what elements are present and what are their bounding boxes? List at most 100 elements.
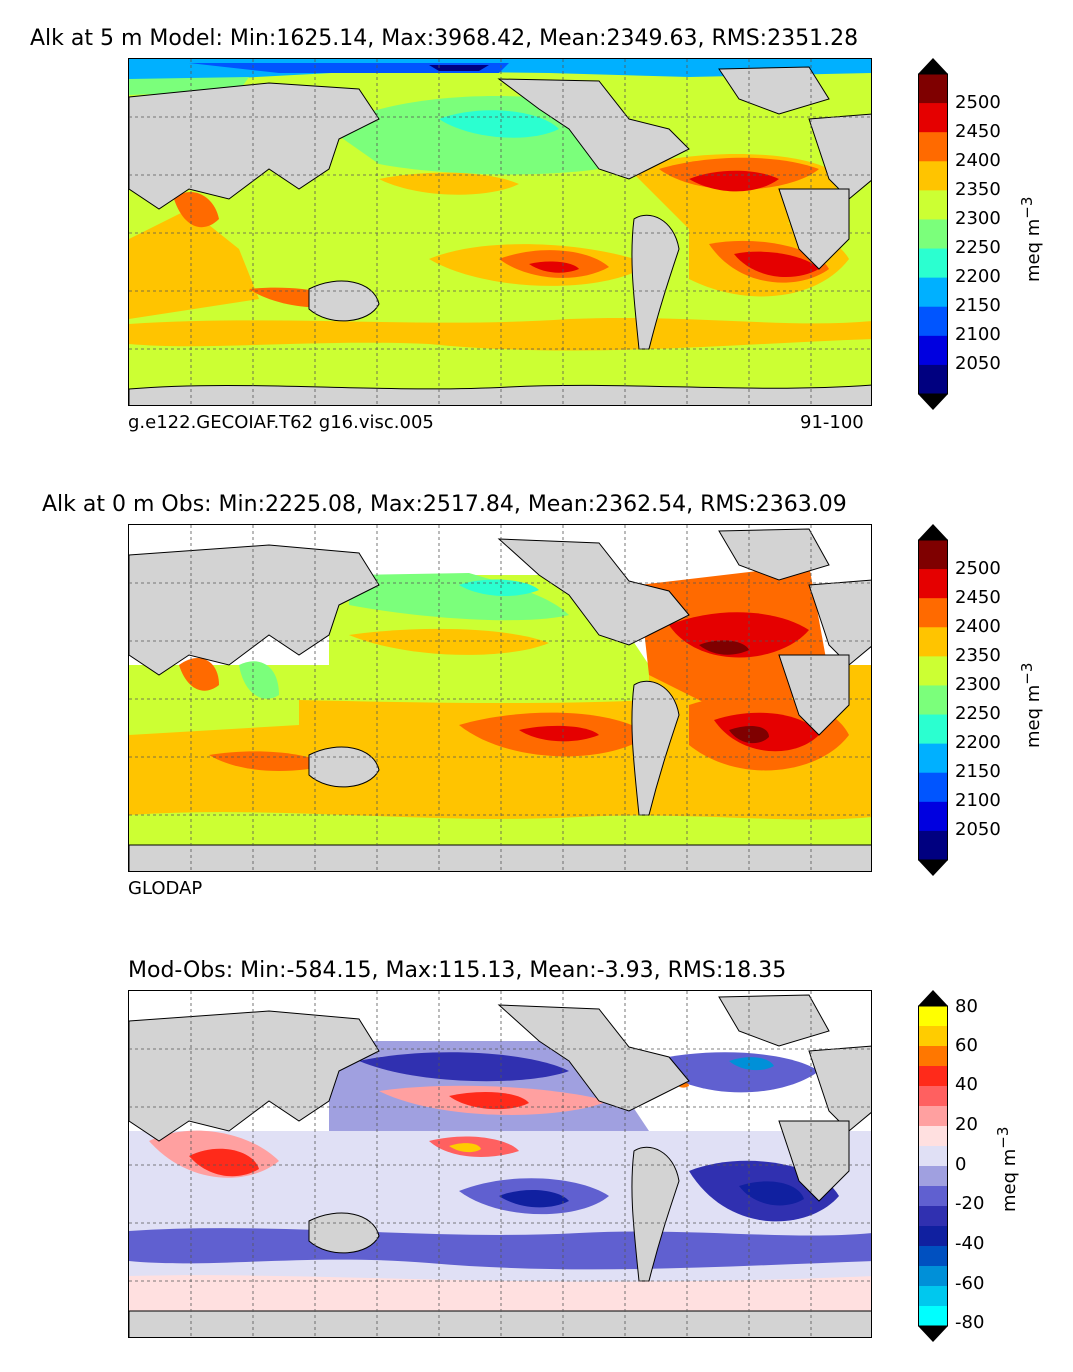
south-atlantic-max: [734, 251, 819, 277]
colorbar-outline: [918, 73, 948, 395]
colorbar-segment: [918, 1206, 948, 1227]
north-pacific-red-diff: [449, 1091, 529, 1110]
colorbar-segment: [918, 627, 948, 657]
colorbar-outline: [918, 1005, 948, 1327]
panel3-map[interactable]: [128, 990, 872, 1338]
colorbar-segment: [918, 190, 948, 220]
north-atlantic-diff: [649, 1052, 819, 1093]
colorbar-segment: [918, 1246, 948, 1267]
panel1-map[interactable]: [128, 58, 872, 406]
south-atlantic-max-obs: [729, 725, 769, 744]
panel3-colorbar: [918, 990, 948, 1342]
colorbar-segment: [918, 772, 948, 803]
colorbar-segment: [918, 1106, 948, 1127]
panel2-tick-2050: 2050: [955, 819, 1001, 840]
panel1-caption-left: g.e122.GECOIAF.T62 g16.visc.005: [128, 412, 434, 433]
colorbar-segment: [918, 714, 948, 745]
panel2-caption-left: GLODAP: [128, 878, 203, 899]
southern-pink-diff: [129, 1275, 871, 1311]
colorbar-segment: [918, 103, 948, 133]
map-grid-obs: [129, 525, 871, 871]
north-atlantic-max-obs: [699, 640, 749, 655]
land-masses: [129, 66, 871, 405]
map-grid: [129, 59, 871, 405]
panel1-tick-2200: 2200: [955, 266, 1001, 287]
panel2-tick-2450: 2450: [955, 587, 1001, 608]
panel2-tick-2300: 2300: [955, 674, 1001, 695]
arctic-band-inner: [189, 63, 509, 73]
panel3-tick-20: 20: [955, 1114, 978, 1135]
panel3-tick-neg40: -40: [955, 1233, 985, 1254]
equatorial-green-obs: [299, 665, 649, 704]
panel2-unit-label: meq m−3: [1018, 662, 1044, 748]
panel1-map-svg: [129, 59, 871, 405]
north-pacific-green-obs: [349, 573, 569, 621]
panel2-colorbar: [918, 524, 948, 876]
colorbar-segment: [918, 1086, 948, 1107]
colorbar-segment: [918, 161, 948, 191]
colorbar-segment: [918, 1146, 948, 1167]
colorbar-segment: [918, 277, 948, 308]
panel3-tick-40: 40: [955, 1074, 978, 1095]
north-pacific-band: [379, 172, 519, 195]
panel3-tick-0: 0: [955, 1154, 967, 1175]
south-pacific-max: [529, 261, 579, 273]
colorbar-segment: [918, 656, 948, 686]
panel1-tick-2500: 2500: [955, 92, 1001, 113]
colorbar-segment: [918, 1006, 948, 1027]
north-pacific-blue-diff: [359, 1052, 569, 1082]
colorbar-segment: [918, 1026, 948, 1047]
arabian-sea-obs: [179, 657, 219, 691]
panel1-title: Alk at 5 m Model: Min:1625.14, Max:3968.…: [30, 26, 859, 51]
panel2-tick-2400: 2400: [955, 616, 1001, 637]
colorbar-segment: [918, 801, 948, 832]
colorbar-segment: [918, 1126, 948, 1147]
colorbar-segment: [918, 569, 948, 599]
north-pacific-teal-obs: [459, 579, 539, 597]
panel3-unit-label: meq m−3: [994, 1126, 1020, 1212]
colorbar-outline: [918, 539, 948, 861]
colorbar-segment: [918, 1186, 948, 1207]
bay-of-bengal-obs: [239, 661, 279, 699]
panel2-tick-2250: 2250: [955, 703, 1001, 724]
colorbar-segment: [918, 743, 948, 774]
panel1-tick-2100: 2100: [955, 324, 1001, 345]
south-pacific-core-diff: [499, 1189, 569, 1208]
colorbar-segment: [918, 1286, 948, 1307]
southern-band: [129, 317, 871, 351]
panel3-tick-neg60: -60: [955, 1273, 985, 1294]
panel1-tick-2350: 2350: [955, 179, 1001, 200]
north-pacific-band-obs: [349, 628, 549, 655]
panel1-tick-2450: 2450: [955, 121, 1001, 142]
colorbar-segment: [918, 132, 948, 162]
colorbar-segment: [918, 335, 948, 366]
panel2-map[interactable]: [128, 524, 872, 872]
panel1-colorbar: [918, 58, 948, 410]
colorbar-segment: [918, 74, 948, 104]
colorbar-extend-min: [918, 1326, 948, 1342]
north-atlantic-max: [689, 170, 779, 192]
panel3-tick-80: 80: [955, 996, 978, 1017]
colorbar-extend-max: [918, 58, 948, 74]
panel2-tick-2200: 2200: [955, 732, 1001, 753]
colorbar-segment: [918, 685, 948, 716]
colorbar-extend-min: [918, 860, 948, 876]
panel3-map-svg: [129, 991, 871, 1337]
colorbar-extend-max: [918, 990, 948, 1006]
panel3-tick-neg80: -80: [955, 1312, 985, 1333]
colorbar-segment: [918, 248, 948, 279]
land-masses-obs: [129, 528, 871, 871]
north-atlantic-core-diff: [729, 1057, 774, 1071]
south-atlantic-core-diff: [739, 1181, 804, 1206]
colorbar-segment: [918, 219, 948, 250]
colorbar-extend-min: [918, 394, 948, 410]
colorbar-segment: [918, 1306, 948, 1327]
colorbar-segment: [918, 306, 948, 337]
panel1-tick-2250: 2250: [955, 237, 1001, 258]
indian-red-diff: [189, 1148, 259, 1177]
colorbar-segment: [918, 1066, 948, 1087]
south-indian-band-obs: [209, 751, 329, 771]
panel2-tick-2100: 2100: [955, 790, 1001, 811]
colorbar-segment: [918, 1226, 948, 1247]
indian-ocean-band: [129, 209, 259, 319]
